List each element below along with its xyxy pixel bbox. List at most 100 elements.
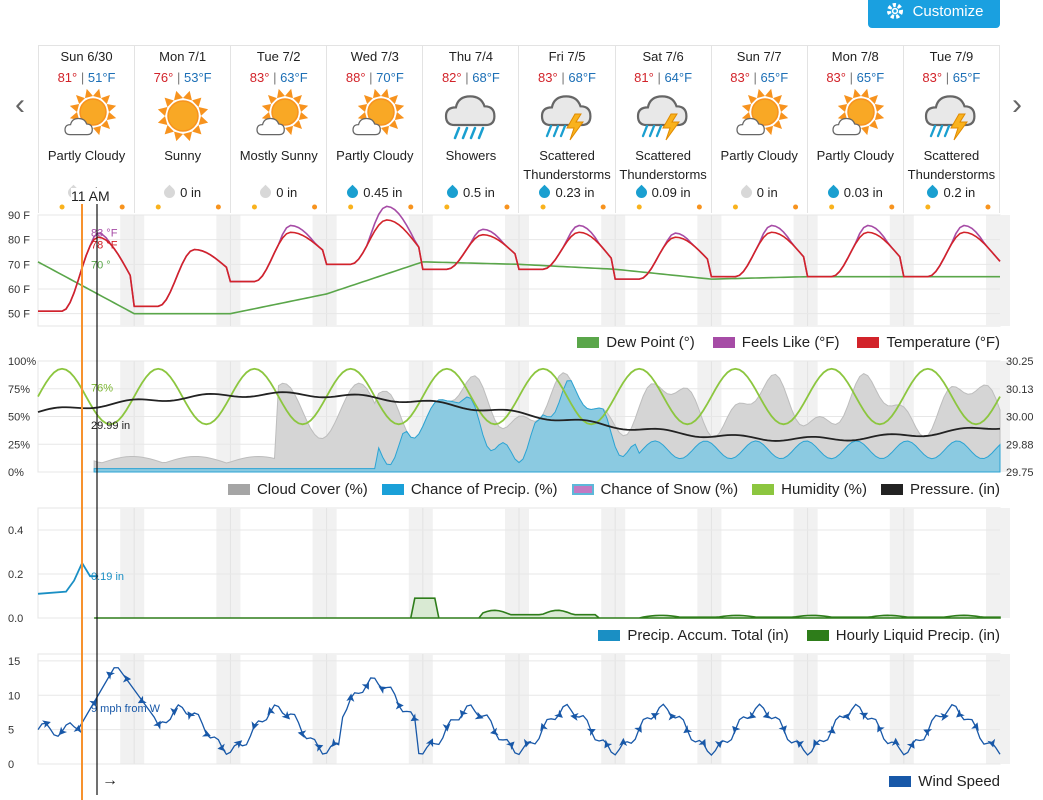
partly-cloudy-icon <box>249 88 309 144</box>
partly-cloudy-icon <box>825 88 885 144</box>
wind-direction-arrow <box>877 723 885 733</box>
legend-cloud-cover[interactable]: Cloud Cover (%) <box>227 481 368 498</box>
day-temps: 82° | 68°F <box>441 70 500 85</box>
day-high: 83° <box>922 70 943 85</box>
wind-direction-arrow <box>634 723 642 733</box>
wind-direction-arrow <box>891 737 900 746</box>
sunrise-icon <box>59 204 65 210</box>
legend-chance-snow[interactable]: Chance of Snow (%) <box>571 481 738 498</box>
wind-direction-arrow <box>813 739 821 749</box>
scroll-right-arrow[interactable]: → <box>102 772 118 789</box>
sunrise-icon <box>829 204 835 210</box>
wind-direction-arrow <box>923 729 933 737</box>
sunrise-icon <box>540 204 546 210</box>
precip-legend: Precip. Accum. Total (in) Hourly Liquid … <box>598 627 1000 644</box>
wind-direction-arrow <box>122 674 132 683</box>
day-card[interactable]: Tue 7/9 83° | 65°F Scattered Thunderstorm… <box>902 45 1000 213</box>
night-band <box>216 654 241 764</box>
wind-direction-arrow <box>217 743 226 752</box>
day-card[interactable]: Sat 7/6 81° | 64°F Scattered Thunderstorm… <box>614 45 711 213</box>
day-precip: 0.09 in <box>651 185 691 200</box>
wind-direction-arrow <box>762 711 772 719</box>
hover-feels-label: 83 °F <box>91 227 118 239</box>
y-tick-label-right: 30.25 <box>1006 356 1034 368</box>
partly-cloudy-icon <box>729 88 789 144</box>
legend-feels-like[interactable]: Feels Like (°F) <box>712 334 839 351</box>
legend-temperature[interactable]: Temperature (°F) <box>857 334 1000 351</box>
night-band <box>697 508 722 618</box>
wind-direction-arrow <box>137 695 147 704</box>
night-band <box>216 215 241 326</box>
sunset-icon <box>504 204 510 210</box>
day-date: Fri 7/5 <box>548 49 586 64</box>
wind-speed-line <box>37 667 1001 756</box>
day-condition: Scattered Thunderstorms <box>523 148 611 182</box>
day-low: 70°F <box>376 70 404 85</box>
wind-direction-arrow <box>58 726 68 736</box>
legend-humidity[interactable]: Humidity (%) <box>752 481 867 498</box>
day-temps: 88° | 70°F <box>345 70 404 85</box>
wind-direction-arrow <box>187 711 196 721</box>
thunderstorm-icon <box>921 88 981 144</box>
day-card[interactable]: Thu 7/4 82° | 68°F Showers 0.5 in <box>422 45 519 213</box>
day-card[interactable]: Mon 7/8 83° | 65°F Partly Cloudy 0.03 in <box>806 45 903 213</box>
wind-direction-arrow <box>490 727 499 736</box>
y-tick-label-right: 29.75 <box>1006 467 1034 479</box>
sunset-icon <box>215 204 221 210</box>
wind-direction-arrow <box>361 680 369 690</box>
day-condition: Showers <box>445 148 497 163</box>
legend-hourly-precip[interactable]: Hourly Liquid Precip. (in) <box>806 627 1000 644</box>
wind-direction-arrow <box>554 709 563 718</box>
day-card[interactable]: Fri 7/5 83° | 68°F Scattered Thunderstorm… <box>518 45 615 213</box>
y-tick-label: 10 <box>8 690 20 702</box>
swatch-dew-point <box>577 337 600 348</box>
customize-button[interactable]: Customize <box>868 0 1000 28</box>
chance-precip-area <box>93 380 1001 473</box>
wind-direction-arrow <box>987 738 996 748</box>
legend-wind-speed[interactable]: Wind Speed <box>889 773 1000 790</box>
day-condition: Partly Cloudy <box>816 148 894 163</box>
day-precip: 0 in <box>276 185 298 200</box>
day-high: 83° <box>826 70 846 85</box>
next-days-arrow[interactable]: › <box>1005 88 1029 121</box>
day-precip-row: 0 in <box>712 184 807 201</box>
legend-chance-precip[interactable]: Chance of Precip. (%) <box>381 481 558 498</box>
wind-legend: Wind Speed <box>889 773 1000 790</box>
day-high: 88° <box>345 70 366 85</box>
wind-direction-arrow <box>73 724 82 734</box>
sunrise-icon <box>348 204 354 210</box>
y-tick-label: 75% <box>8 384 30 396</box>
sunset-icon <box>408 204 414 210</box>
y-tick-label: 100% <box>8 356 36 368</box>
day-card[interactable]: Mon 7/1 76° | 53°F Sunny 0 in <box>134 45 231 213</box>
legend-pressure[interactable]: Pressure. (in) <box>880 481 1000 498</box>
wind-direction-arrow <box>459 709 468 719</box>
y-tick-label-right: 30.00 <box>1006 412 1034 424</box>
legend-precip-total[interactable]: Precip. Accum. Total (in) <box>598 627 789 644</box>
prev-days-arrow[interactable]: ‹ <box>8 88 32 121</box>
night-band <box>312 215 337 326</box>
day-precip: 0 in <box>180 185 202 200</box>
hover-wind-label: 9 mph from W <box>91 703 161 715</box>
wind-direction-arrow <box>859 712 869 721</box>
legend-dew-point[interactable]: Dew Point (°) <box>577 334 695 351</box>
wind-direction-arrow <box>842 712 851 721</box>
wind-direction-arrow <box>267 706 276 716</box>
wind-direction-arrow <box>378 686 388 694</box>
hover-temp-label: 78 °F <box>91 240 118 252</box>
y-tick-label: 70 F <box>8 259 30 271</box>
day-card[interactable]: Wed 7/3 88° | 70°F Partly Cloudy 0.45 in <box>326 45 423 213</box>
day-condition: Partly Cloudy <box>336 148 414 163</box>
swatch-precip-total <box>598 630 621 641</box>
hover-humidity-label: 76% <box>91 383 113 395</box>
y-tick-label: 5 <box>8 725 14 737</box>
night-band <box>985 508 1011 618</box>
partly-cloudy-icon <box>345 88 405 144</box>
day-card[interactable]: Tue 7/2 83° | 63°F Mostly Sunny 0 in <box>230 45 327 213</box>
wind-direction-arrow <box>201 729 211 737</box>
wind-direction-arrow <box>170 707 179 716</box>
sunset-icon <box>600 204 606 210</box>
swatch-feels-like <box>712 337 735 348</box>
wind-direction-arrow <box>395 701 404 710</box>
day-card[interactable]: Sun 7/7 83° | 65°F Partly Cloudy 0 in <box>710 45 807 213</box>
